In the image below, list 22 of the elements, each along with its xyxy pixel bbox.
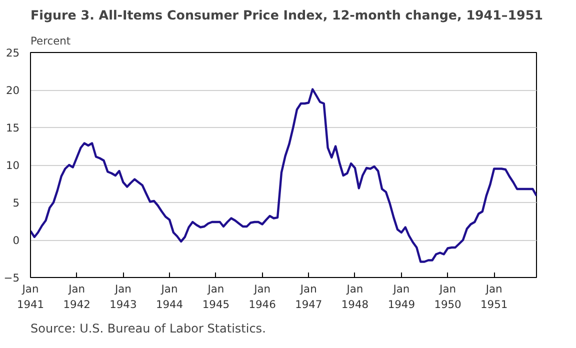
y-tick-label: 15 (6, 122, 20, 134)
y-tick-label: 0 (12, 234, 20, 247)
line-series (30, 88, 536, 263)
chart-title: Figure 3. All-Items Consumer Price Index, 12-month change, 1941–1951 (30, 8, 543, 22)
y-tick-label: 5 (12, 196, 20, 210)
y-tick-label: 10 (6, 159, 20, 172)
x-tick-label: Jan 1945 (202, 282, 230, 312)
x-tick-label: Jan 1941 (16, 282, 44, 312)
y-tick-label: 20 (6, 84, 20, 97)
x-tick-label: Jan 1942 (63, 282, 90, 312)
x-tick-label: Jan 1946 (248, 282, 276, 312)
y-axis-title: Percent (30, 34, 71, 48)
x-tick-label: Jan 1944 (156, 282, 184, 312)
x-tick-label: Jan 1951 (480, 282, 508, 312)
x-tick-label: Jan 1949 (388, 282, 416, 312)
source-note: Source: U.S. Bureau of Labor Statistics. (30, 322, 266, 336)
x-tick-label: Jan 1947 (295, 282, 322, 312)
x-tick-label: Jan 1948 (341, 282, 369, 312)
y-tick-label: 25 (6, 46, 20, 60)
y-tick-label: −5 (4, 272, 20, 284)
x-tick-label: Jan 1950 (434, 282, 462, 312)
x-tick-label: Jan 1943 (110, 282, 137, 312)
